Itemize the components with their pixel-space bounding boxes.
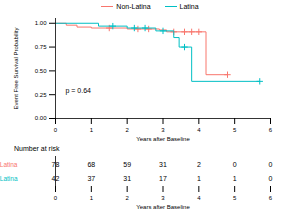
- svg-text:59: 59: [123, 161, 131, 168]
- svg-text:78: 78: [51, 161, 60, 169]
- svg-text:Non-Latina: Non-Latina: [0, 161, 18, 168]
- svg-text:0.00: 0.00: [35, 115, 47, 121]
- svg-text:3: 3: [161, 127, 165, 133]
- svg-text:68: 68: [87, 161, 95, 168]
- svg-text:0: 0: [269, 175, 273, 182]
- svg-text:31: 31: [123, 175, 131, 182]
- svg-text:3: 3: [161, 195, 165, 201]
- svg-text:4: 4: [197, 127, 201, 133]
- svg-text:0.75: 0.75: [35, 44, 47, 50]
- svg-text:Event Free Survival Probabilit: Event Free Survival Probability: [13, 27, 19, 109]
- svg-text:Latina: Latina: [0, 175, 18, 182]
- svg-text:17: 17: [159, 175, 167, 182]
- svg-text:1: 1: [197, 175, 201, 182]
- svg-text:2: 2: [125, 195, 129, 201]
- html-text:Number at risk: Number at risk: [14, 145, 60, 152]
- svg-text:2: 2: [197, 161, 201, 168]
- svg-text:6: 6: [269, 195, 273, 201]
- svg-text:42: 42: [51, 175, 60, 183]
- svg-text:1.00: 1.00: [35, 20, 47, 26]
- svg-text:5: 5: [233, 127, 237, 133]
- svg-text:31: 31: [159, 161, 167, 168]
- svg-text:0: 0: [269, 161, 273, 168]
- svg-text:Years after Baseline: Years after Baseline: [136, 136, 190, 142]
- svg-text:1: 1: [90, 127, 94, 133]
- svg-text:1: 1: [90, 195, 94, 201]
- svg-text:0: 0: [233, 161, 237, 168]
- svg-text:0: 0: [54, 127, 58, 133]
- html-text:Non-Latina: Non-Latina: [116, 2, 151, 10]
- svg-text:37: 37: [87, 175, 95, 182]
- svg-text:0: 0: [54, 195, 58, 201]
- svg-text:Years after Baseline: Years after Baseline: [136, 204, 190, 210]
- html-text:Latina: Latina: [179, 2, 199, 10]
- svg-text:4: 4: [197, 195, 201, 201]
- svg-text:6: 6: [269, 127, 273, 133]
- svg-text:1: 1: [233, 175, 237, 182]
- svg-text:0.25: 0.25: [35, 92, 47, 98]
- svg-text:p = 0.64: p = 0.64: [66, 87, 92, 95]
- svg-text:0.50: 0.50: [35, 68, 47, 74]
- svg-text:2: 2: [125, 127, 129, 133]
- svg-text:5: 5: [233, 195, 237, 201]
